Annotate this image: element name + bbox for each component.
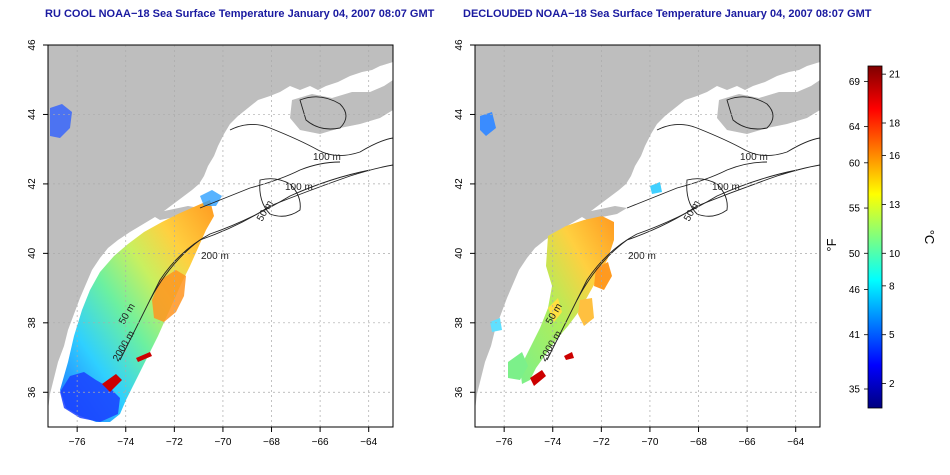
right-contour-label: 200 m xyxy=(628,251,656,262)
left-panel-title: RU COOL NOAA−18 Sea Surface Temperature … xyxy=(45,8,435,20)
right-blue-patch xyxy=(480,112,496,136)
x-tick-label: −66 xyxy=(739,437,756,448)
left-hot-spot-2 xyxy=(136,352,152,362)
colorbar-celsius-label: °C xyxy=(922,230,937,245)
x-tick-label: −68 xyxy=(690,437,707,448)
fahrenheit-tick-label: 46 xyxy=(849,285,861,296)
fahrenheit-tick-label: 35 xyxy=(849,385,861,396)
left-hot-spot-1 xyxy=(102,374,122,392)
x-tick-label: −76 xyxy=(69,437,86,448)
y-tick-label: 36 xyxy=(454,386,465,398)
fahrenheit-tick-label: 69 xyxy=(849,77,861,88)
left-plot-frame xyxy=(47,44,394,428)
x-tick-label: −74 xyxy=(544,437,561,448)
celsius-tick-label: 5 xyxy=(889,330,895,341)
y-tick-label: 38 xyxy=(27,317,38,329)
right-hot-spot-1 xyxy=(530,370,546,386)
y-tick-label: 42 xyxy=(454,178,465,190)
right-warm-patch xyxy=(578,298,594,326)
celsius-tick-label: 18 xyxy=(889,119,901,130)
y-tick-label: 44 xyxy=(27,108,38,120)
right-map-panel: 100 m 100 m 50 m 200 m 50 m 2000 m −76 −7… xyxy=(454,39,821,448)
y-tick-label: 40 xyxy=(454,247,465,259)
y-tick-label: 46 xyxy=(454,39,465,51)
left-long-island xyxy=(150,206,200,220)
left-sst-swath xyxy=(60,200,214,422)
y-tick-label: 44 xyxy=(454,108,465,120)
colorbar-gradient xyxy=(867,65,883,409)
fahrenheit-tick-label: 64 xyxy=(849,122,861,133)
x-tick-label: −76 xyxy=(496,437,513,448)
colorbar-ticks: 21 18 16 13 10 8 5 2 69 64 60 55 50 46 41 35 xyxy=(849,70,901,396)
right-panel-title: DECLOUDED NOAA−18 Sea Surface Temperatur… xyxy=(463,8,872,20)
x-tick-label: −74 xyxy=(117,437,134,448)
x-tick-label: −70 xyxy=(214,437,231,448)
colorbar-fahrenheit-label: °F xyxy=(824,238,839,251)
right-land-mass xyxy=(475,45,820,410)
fahrenheit-tick-label: 41 xyxy=(849,330,861,341)
right-green-patch xyxy=(508,352,528,380)
colorbar: °F °C 21 18 16 13 10 8 5 2 69 64 60 55 50 46 41 35 xyxy=(824,65,937,409)
right-nova-scotia xyxy=(717,80,820,134)
celsius-tick-label: 8 xyxy=(889,281,895,292)
right-hot-spot-2 xyxy=(564,352,574,360)
y-tick-label: 42 xyxy=(27,178,38,190)
right-contour-label: 100 m xyxy=(740,152,768,163)
fahrenheit-tick-label: 50 xyxy=(849,249,861,260)
left-axis-ticks: −76 −74 −72 −70 −68 −66 −64 36 38 40 42 44 46 xyxy=(27,39,378,448)
right-graticule xyxy=(475,45,820,427)
left-land-mass xyxy=(48,45,393,410)
y-tick-label: 46 xyxy=(27,39,38,51)
celsius-tick-label: 16 xyxy=(889,151,901,162)
left-island xyxy=(300,70,350,82)
right-bathymetry-contours xyxy=(546,96,820,361)
x-tick-label: −64 xyxy=(787,437,804,448)
celsius-tick-label: 10 xyxy=(889,249,901,260)
fahrenheit-tick-label: 55 xyxy=(849,204,861,215)
right-long-island xyxy=(577,206,627,220)
x-tick-label: −72 xyxy=(166,437,183,448)
right-yellow-patch xyxy=(548,298,562,322)
y-tick-label: 38 xyxy=(454,317,465,329)
left-graticule xyxy=(48,45,393,427)
right-island xyxy=(727,70,777,82)
celsius-tick-label: 2 xyxy=(889,379,895,390)
left-bathymetry-contours xyxy=(119,96,393,361)
left-map-panel: 100 m 100 m 50 m 200 m 50 m 2000 m −76 −7… xyxy=(27,39,394,448)
right-cyan-patch xyxy=(490,318,502,332)
y-tick-label: 36 xyxy=(27,386,38,398)
left-nova-scotia xyxy=(290,80,393,134)
left-contour-label: 200 m xyxy=(201,251,229,262)
x-tick-label: −70 xyxy=(641,437,658,448)
celsius-tick-label: 13 xyxy=(889,200,901,211)
fahrenheit-tick-label: 60 xyxy=(849,158,861,169)
right-warm-core xyxy=(594,262,612,290)
left-cold-patch-north xyxy=(50,104,72,138)
right-axis-ticks: −76 −74 −72 −70 −68 −66 −64 36 38 40 42 44 46 xyxy=(454,39,805,448)
x-tick-label: −64 xyxy=(360,437,377,448)
x-tick-label: −66 xyxy=(312,437,329,448)
celsius-tick-label: 21 xyxy=(889,70,901,81)
left-cold-nearshore xyxy=(60,372,120,422)
right-sst-patch-main xyxy=(520,216,614,384)
right-cyan-patch-coast xyxy=(650,182,662,194)
left-cold-patch-coast xyxy=(200,190,222,206)
left-contour-label: 100 m xyxy=(313,152,341,163)
x-tick-label: −72 xyxy=(593,437,610,448)
x-tick-label: −68 xyxy=(263,437,280,448)
right-plot-frame xyxy=(474,44,821,428)
left-contour-label: 100 m xyxy=(285,182,313,193)
y-tick-label: 40 xyxy=(27,247,38,259)
right-contour-label: 100 m xyxy=(712,182,740,193)
